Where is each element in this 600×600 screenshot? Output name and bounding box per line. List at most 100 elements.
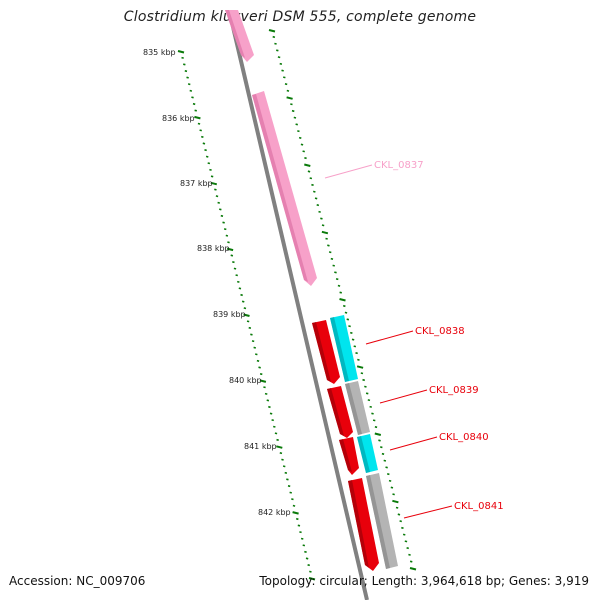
- gene-CKL_0839-cds[interactable]: [327, 386, 353, 438]
- ruler-minor-tick: [274, 42, 277, 45]
- feature-grey-1[interactable]: [345, 381, 370, 435]
- ruler-major-tick: [308, 577, 316, 581]
- tick-label: 842 kbp: [258, 508, 291, 517]
- ruler-minor-tick: [209, 168, 212, 171]
- ruler-minor-tick: [181, 56, 184, 59]
- ruler-minor-tick: [233, 267, 237, 270]
- gene-CKL_0837[interactable]: [252, 91, 317, 286]
- ruler-minor-tick: [189, 89, 193, 92]
- ruler-major-tick: [374, 432, 382, 436]
- gene-CKL_0841-cds[interactable]: [348, 478, 379, 571]
- gene-label-CKL_0839: CKL_0839: [429, 385, 479, 396]
- ruler-minor-tick: [404, 540, 408, 543]
- tick-label: 835 kbp: [143, 48, 176, 57]
- ruler-minor-tick: [241, 300, 245, 303]
- ruler-major-tick: [321, 230, 329, 235]
- tick-label: 837 kbp: [180, 179, 213, 188]
- ruler-minor-tick: [305, 557, 309, 560]
- gene-label-CKL_0840: CKL_0840: [439, 432, 489, 443]
- ruler-major-tick: [286, 96, 293, 100]
- ruler-minor-tick: [204, 149, 207, 152]
- ruler-minor-tick: [283, 76, 286, 79]
- ruler-minor-tick: [284, 83, 288, 86]
- ruler-major-tick: [194, 115, 201, 120]
- ruler-minor-tick: [291, 498, 294, 501]
- ruler-minor-tick: [408, 553, 411, 556]
- ruler-minor-tick: [199, 129, 202, 132]
- ruler-minor-tick: [332, 264, 335, 267]
- ruler-major-tick: [268, 29, 276, 33]
- ruler-minor-tick: [273, 425, 276, 428]
- ruler-minor-tick: [348, 325, 351, 328]
- ruler-minor-tick: [250, 333, 253, 336]
- ruler-minor-tick: [365, 392, 369, 395]
- ruler-minor-tick: [346, 318, 350, 321]
- tick-label: 840 kbp: [229, 376, 262, 385]
- genome-title: Clostridium kluyveri DSM 555, complete g…: [123, 9, 477, 25]
- tick-label: 839 kbp: [213, 310, 246, 319]
- ruler-minor-tick: [223, 228, 227, 231]
- gene-CKL_0838-cds[interactable]: [312, 320, 340, 384]
- feature-cyan-2[interactable]: [357, 434, 378, 473]
- ruler-minor-tick: [364, 385, 367, 388]
- ruler-minor-tick: [401, 526, 404, 529]
- ruler-minor-tick: [200, 135, 204, 138]
- ruler-minor-tick: [302, 544, 306, 547]
- ruler-minor-tick: [367, 399, 371, 402]
- ruler-minor-tick: [246, 320, 250, 323]
- topology-text: Topology: circular; Length: 3,964,618 bp…: [259, 574, 589, 588]
- ruler-minor-tick: [271, 419, 274, 422]
- ruler-minor-tick: [385, 466, 388, 469]
- cds-pink-top[interactable]: [225, 10, 254, 62]
- ruler-minor-tick: [309, 570, 312, 573]
- ruler-minor-tick: [197, 122, 201, 125]
- ruler-minor-tick: [395, 506, 399, 509]
- gene-CKL_0840-cds[interactable]: [339, 437, 359, 475]
- feature-grey-2[interactable]: [366, 473, 398, 569]
- ruler-minor-tick: [337, 284, 341, 287]
- ruler-inner-ring: [177, 50, 316, 581]
- ruler-minor-tick: [279, 62, 283, 65]
- accession-text: Accession: NC_009706: [9, 574, 146, 588]
- ruler-minor-tick: [202, 142, 206, 145]
- ruler-minor-tick: [218, 208, 222, 211]
- ruler-minor-tick: [287, 485, 291, 488]
- ruler-major-tick: [276, 445, 283, 449]
- ruler-major-tick: [210, 181, 218, 186]
- tick-label: 836 kbp: [162, 114, 195, 123]
- feature-cyan-1[interactable]: [330, 315, 358, 382]
- ruler-minor-tick: [295, 517, 299, 521]
- ruler-minor-tick: [274, 432, 278, 435]
- ruler-minor-tick: [300, 143, 304, 146]
- ruler-outer-ring: [268, 29, 417, 571]
- ruler-major-tick: [292, 511, 299, 515]
- ruler-major-tick: [304, 163, 311, 167]
- ruler-minor-tick: [276, 438, 279, 441]
- ruler-minor-tick: [342, 304, 346, 308]
- ruler-minor-tick: [353, 345, 357, 348]
- ruler-minor-tick: [386, 473, 390, 476]
- ruler-minor-tick: [253, 346, 257, 349]
- ruler-minor-tick: [194, 109, 197, 112]
- ruler-minor-tick: [307, 564, 311, 567]
- ruler-minor-tick: [406, 547, 410, 550]
- ruler-minor-tick: [339, 291, 342, 294]
- ruler-minor-tick: [281, 458, 284, 461]
- ruler-major-tick: [392, 499, 399, 504]
- ruler-minor-tick: [355, 352, 358, 355]
- ruler-minor-tick: [374, 426, 378, 429]
- ruler-minor-tick: [298, 136, 302, 139]
- ruler-minor-tick: [360, 372, 364, 375]
- ruler-minor-tick: [240, 293, 243, 297]
- ruler-minor-tick: [259, 373, 263, 376]
- ruler-minor-tick: [351, 338, 355, 341]
- ruler-minor-tick: [279, 452, 283, 455]
- leader-CKL_0841: [403, 505, 453, 519]
- tick-labels: 835 kbp 836 kbp 837 kbp 838 kbp 839 kbp …: [143, 48, 291, 517]
- ruler-minor-tick: [215, 195, 219, 198]
- ruler-minor-tick: [397, 513, 401, 516]
- ruler-minor-tick: [321, 224, 325, 227]
- leader-CKL_0837: [324, 164, 373, 179]
- ruler-minor-tick: [264, 392, 268, 395]
- ruler-minor-tick: [263, 386, 266, 389]
